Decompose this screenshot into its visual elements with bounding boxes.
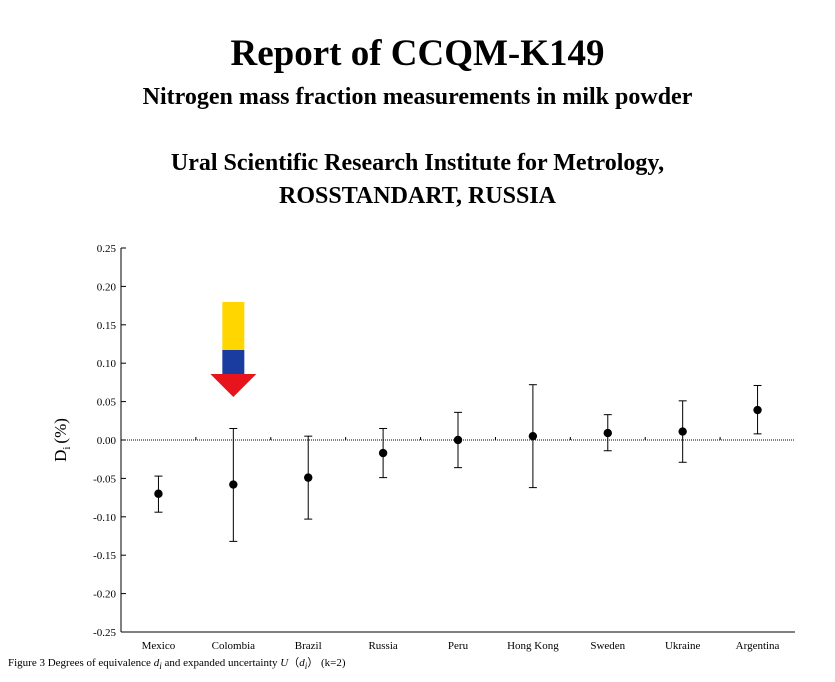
data-point-group [304, 435, 313, 520]
data-point-group [753, 384, 762, 435]
y-axis-label: Di (%) [51, 418, 73, 462]
data-point [154, 489, 163, 498]
data-point [304, 473, 313, 482]
data-point [603, 428, 612, 438]
caption-middle: and expanded uncertainty [161, 657, 281, 669]
arrow-yellow-band [222, 302, 245, 350]
category-label: Argentina [736, 640, 780, 652]
category-label: Russia [368, 640, 397, 652]
data-point [528, 431, 538, 441]
y-tick-label: -0.05 [93, 473, 116, 485]
data-point-group [154, 475, 163, 513]
y-axis-label-main: D [51, 450, 70, 462]
data-point [229, 480, 238, 489]
y-axis-label-unit: (%) [51, 418, 70, 443]
category-label: Hong Kong [507, 640, 559, 652]
report-subtitle: Nitrogen mass fraction measurements in m… [142, 84, 693, 110]
caption-d: d [153, 657, 160, 669]
data-point [753, 405, 762, 415]
data-point-group [453, 411, 463, 469]
y-axis-label-sub: i [61, 447, 73, 450]
y-tick-label: 0.00 [97, 435, 117, 447]
caption-i2: i [304, 661, 308, 672]
y-tick-label: 0.20 [97, 281, 117, 293]
y-tick-label: -0.25 [93, 627, 116, 639]
caption-d2: d [299, 657, 305, 669]
caption-U: U [280, 657, 289, 669]
arrow-blue-band [222, 350, 245, 374]
data-point [378, 448, 388, 458]
caption-paren-close: ） [307, 657, 319, 669]
y-tick-label: 0.05 [97, 397, 117, 409]
caption-i1: i [159, 661, 162, 672]
category-label: Mexico [142, 640, 176, 652]
arrow-red-head [210, 374, 257, 397]
data-point-group [603, 414, 612, 452]
y-tick-label: 0.25 [97, 243, 117, 255]
caption-paren-open: （ [288, 657, 300, 669]
report-title: Report of CCQM-K149 [230, 33, 605, 74]
category-label: Sweden [590, 640, 625, 652]
data-point [453, 435, 463, 445]
caption-suffix: (k=2) [318, 657, 346, 669]
category-label: Peru [448, 640, 469, 652]
figure-caption: Figure 3 Degrees of equivalence di and e… [8, 654, 346, 671]
institute-name-line2: ROSSTANDART, RUSSIA [279, 183, 556, 209]
caption-prefix: Figure 3 Degrees of equivalence [8, 657, 154, 669]
data-point-group [229, 427, 238, 542]
data-point [678, 427, 687, 436]
category-label: Colombia [212, 640, 256, 652]
y-tick-label: -0.20 [93, 589, 116, 601]
y-tick-label: 0.10 [97, 358, 117, 370]
data-point-group [528, 384, 538, 489]
data-point-group [378, 427, 388, 479]
data-point-group [678, 400, 687, 463]
institute-name-line1: Ural Scientific Research Institute for M… [170, 150, 665, 176]
y-tick-label: -0.10 [93, 512, 116, 524]
y-tick-label: 0.15 [97, 320, 117, 332]
highlight-arrow-icon [210, 302, 257, 397]
category-label: Brazil [295, 640, 322, 652]
category-label: Ukraine [665, 640, 701, 652]
y-tick-label: -0.15 [93, 550, 116, 562]
